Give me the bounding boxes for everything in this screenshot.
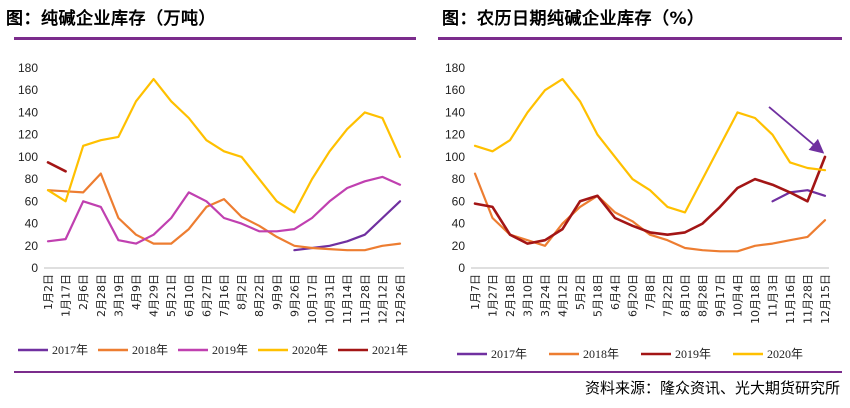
legend-label: 2019年	[212, 343, 248, 357]
x-tick-label: 11月16日	[784, 274, 797, 324]
legend-label: 2017年	[52, 343, 88, 357]
y-tick-label: 40	[452, 217, 466, 231]
x-tick-label: 3月19日	[112, 274, 125, 317]
x-tick-label: 10月17日	[306, 274, 319, 324]
left-chart-title: 图：纯碱企业库存（万吨）	[6, 9, 216, 29]
y-tick-label: 0	[31, 261, 38, 275]
y-tick-label: 20	[25, 239, 39, 253]
x-tick-label: 12月12日	[376, 274, 389, 324]
x-tick-label: 6月27日	[200, 274, 213, 317]
series-line-2017年	[293, 200, 402, 252]
y-tick-label: 120	[445, 128, 465, 142]
x-tick-label: 7月8日	[644, 274, 657, 310]
x-tick-label: 11月3日	[767, 274, 780, 317]
x-tick-label: 9月26日	[288, 274, 301, 317]
legend-label: 2020年	[767, 347, 803, 361]
x-tick-label: 12月26日	[394, 274, 407, 324]
series-line-2019年	[46, 175, 402, 245]
x-tick-label: 7月22日	[662, 274, 675, 317]
series-line-2018年	[46, 172, 402, 252]
legend-label: 2017年	[491, 347, 527, 361]
y-tick-label: 160	[18, 83, 38, 97]
x-tick-label: 11月28日	[359, 274, 372, 324]
series-line-2021年	[46, 161, 67, 173]
divider	[14, 371, 842, 373]
y-tick-label: 80	[25, 172, 39, 186]
x-tick-label: 7月16日	[218, 274, 231, 317]
x-tick-label: 6月4日	[609, 274, 622, 310]
left-chart: 0 20 40 60 80 100 120 140 160 180 1月2日 1月17日 2月6日 2月2…	[18, 61, 408, 357]
y-tick-label: 0	[458, 261, 465, 275]
series-line-2019年	[473, 155, 827, 245]
y-tick-label: 180	[18, 61, 38, 75]
legend-label: 2018年	[132, 343, 168, 357]
x-tick-label: 10月31日	[324, 274, 337, 324]
legend-label: 2021年	[372, 343, 408, 357]
x-tick-label: 1月27日	[487, 274, 500, 317]
y-tick-label: 100	[18, 150, 38, 164]
x-tick-label: 8月10日	[679, 274, 692, 317]
y-tick-label: 160	[445, 83, 465, 97]
x-tick-label: 9月17日	[714, 274, 727, 317]
x-tick-label: 3月10日	[522, 274, 535, 317]
x-tick-label: 4月9日	[130, 274, 143, 310]
legend-label: 2018年	[583, 347, 619, 361]
right-chart: 0 20 40 60 80 100 120 140 160 180 1月7日 1月27日 2月18日 3月…	[445, 61, 832, 361]
y-tick-label: 140	[18, 105, 38, 119]
x-tick-label: 5月2日	[574, 274, 587, 310]
x-tick-label: 8月28日	[697, 274, 710, 317]
y-tick-label: 60	[25, 194, 39, 208]
x-tick-label: 10月18日	[749, 274, 762, 324]
series-line-2017年	[771, 189, 827, 203]
x-tick-label: 1月7日	[469, 274, 482, 310]
x-tick-label: 4月12日	[557, 274, 570, 317]
x-tick-label: 4月29日	[148, 274, 161, 317]
right-chart-title: 图：农历日期纯碱企业库存（%）	[442, 9, 705, 29]
x-tick-label: 6月10日	[183, 274, 196, 317]
x-tick-label: 5月21日	[165, 274, 178, 317]
y-tick-label: 80	[452, 172, 466, 186]
x-tick-label: 3月24日	[539, 274, 552, 317]
legend-label: 2020年	[292, 343, 328, 357]
x-tick-label: 2月18日	[504, 274, 517, 317]
x-tick-label: 9月9日	[271, 274, 284, 310]
source-note: 资料来源：隆众资讯、光大期货研究所	[584, 379, 840, 397]
x-tick-label: 2月28日	[95, 274, 108, 317]
x-tick-label: 10月4日	[732, 274, 745, 317]
y-tick-label: 20	[452, 239, 466, 253]
arrow-icon	[768, 106, 825, 154]
y-tick-label: 140	[445, 105, 465, 119]
y-tick-label: 40	[25, 217, 39, 231]
x-tick-label: 1月2日	[42, 274, 55, 310]
legend-label: 2019年	[675, 347, 711, 361]
x-tick-label: 1月17日	[60, 274, 73, 317]
x-tick-label: 2月6日	[77, 274, 90, 310]
x-tick-label: 11月14日	[341, 274, 354, 324]
x-tick-label: 11月28日	[802, 274, 815, 324]
x-tick-label: 12月15日	[819, 274, 832, 324]
x-tick-label: 8月22日	[253, 274, 266, 317]
x-tick-label: 5月18日	[592, 274, 605, 317]
x-tick-label: 6月20日	[627, 274, 640, 317]
y-tick-label: 60	[452, 194, 466, 208]
right-chart-frame	[438, 37, 842, 365]
y-tick-label: 100	[445, 150, 465, 164]
x-tick-label: 8月2日	[236, 274, 249, 310]
y-tick-label: 120	[18, 128, 38, 142]
left-chart-frame	[14, 37, 416, 365]
series-line-2020年	[473, 78, 827, 214]
y-tick-label: 180	[445, 61, 465, 75]
series-line-2020年	[46, 78, 402, 214]
